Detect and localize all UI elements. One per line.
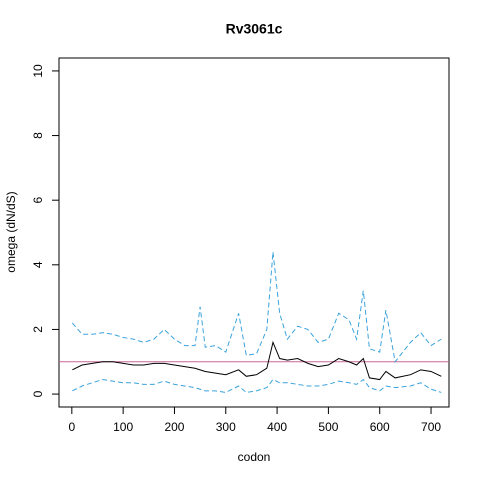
y-tick-label: 6 <box>31 197 45 204</box>
y-axis-label: omega (dN/dS) <box>4 191 18 272</box>
y-tick-label: 8 <box>31 132 45 139</box>
chart-title: Rv3061c <box>226 21 283 37</box>
x-tick-label: 600 <box>370 420 390 434</box>
x-tick-label: 300 <box>216 420 236 434</box>
y-tick-label: 0 <box>31 390 45 397</box>
x-tick-label: 100 <box>113 420 133 434</box>
series-line <box>72 378 442 393</box>
y-tick-label: 10 <box>31 64 45 78</box>
y-tick-label: 2 <box>31 326 45 333</box>
plot-frame <box>58 57 450 408</box>
x-axis-label: codon <box>238 450 271 464</box>
x-tick-label: 500 <box>318 420 338 434</box>
series-line <box>71 251 442 363</box>
x-tick-label: 0 <box>68 420 75 434</box>
y-tick-label: 4 <box>31 261 45 268</box>
x-tick-label: 700 <box>421 420 441 434</box>
x-tick-label: 400 <box>267 420 287 434</box>
series-line <box>72 340 442 381</box>
x-tick-label: 200 <box>164 420 184 434</box>
